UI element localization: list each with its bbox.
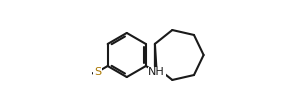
Text: S: S [94,67,101,77]
Text: NH: NH [148,67,165,77]
